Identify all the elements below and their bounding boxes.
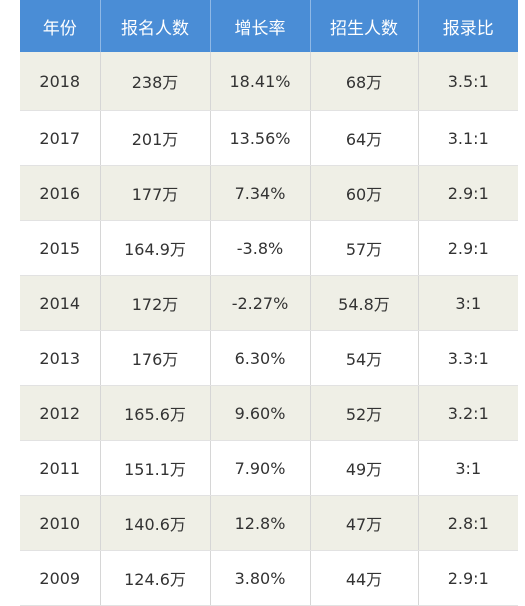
cell-growth-rate: 13.56% (210, 110, 311, 166)
cell-applicants: 176万 (100, 330, 211, 386)
cell-applicants: 201万 (100, 110, 211, 166)
table-row: 2009 124.6万 3.80% 44万 2.9:1 (20, 550, 518, 606)
cell-admission-ratio: 3.1:1 (418, 110, 518, 166)
cell-enrollment: 60万 (310, 165, 419, 221)
header-year: 年份 (20, 0, 101, 52)
table-row: 2015 164.9万 -3.8% 57万 2.9:1 (20, 220, 518, 276)
cell-growth-rate: 18.41% (210, 52, 311, 111)
cell-year: 2012 (20, 385, 101, 441)
cell-enrollment: 49万 (310, 440, 419, 496)
cell-applicants: 124.6万 (100, 550, 211, 606)
table-row: 2011 151.1万 7.90% 49万 3:1 (20, 440, 518, 496)
header-enrollment: 招生人数 (310, 0, 419, 52)
cell-enrollment: 64万 (310, 110, 419, 166)
cell-applicants: 140.6万 (100, 495, 211, 551)
cell-growth-rate: 7.90% (210, 440, 311, 496)
cell-enrollment: 54.8万 (310, 275, 419, 331)
cell-enrollment: 57万 (310, 220, 419, 276)
cell-year: 2014 (20, 275, 101, 331)
table-header-row: 年份 报名人数 增长率 招生人数 报录比 (20, 0, 518, 52)
cell-applicants: 164.9万 (100, 220, 211, 276)
cell-admission-ratio: 3:1 (418, 275, 518, 331)
cell-admission-ratio: 2.8:1 (418, 495, 518, 551)
cell-applicants: 151.1万 (100, 440, 211, 496)
cell-admission-ratio: 3:1 (418, 440, 518, 496)
cell-enrollment: 68万 (310, 52, 419, 111)
cell-enrollment: 47万 (310, 495, 419, 551)
header-applicants: 报名人数 (100, 0, 211, 52)
cell-growth-rate: 12.8% (210, 495, 311, 551)
cell-growth-rate: -2.27% (210, 275, 311, 331)
cell-year: 2009 (20, 550, 101, 606)
exam-stats-table: 年份 报名人数 增长率 招生人数 报录比 2018 238万 18.41% 68万 3.… (20, 0, 518, 606)
cell-admission-ratio: 2.9:1 (418, 165, 518, 221)
table-row: 2017 201万 13.56% 64万 3.1:1 (20, 110, 518, 166)
cell-growth-rate: -3.8% (210, 220, 311, 276)
cell-growth-rate: 3.80% (210, 550, 311, 606)
cell-year: 2013 (20, 330, 101, 386)
table-row: 2016 177万 7.34% 60万 2.9:1 (20, 165, 518, 221)
cell-enrollment: 52万 (310, 385, 419, 441)
table-row: 2018 238万 18.41% 68万 3.5:1 (20, 52, 518, 111)
cell-applicants: 238万 (100, 52, 211, 111)
header-growth-rate: 增长率 (210, 0, 311, 52)
cell-year: 2010 (20, 495, 101, 551)
cell-year: 2011 (20, 440, 101, 496)
cell-year: 2018 (20, 52, 101, 111)
table-body: 2018 238万 18.41% 68万 3.5:1 2017 201万 13.56% 64万 3… (20, 52, 518, 606)
cell-admission-ratio: 2.9:1 (418, 220, 518, 276)
cell-admission-ratio: 3.2:1 (418, 385, 518, 441)
cell-applicants: 165.6万 (100, 385, 211, 441)
cell-applicants: 177万 (100, 165, 211, 221)
header-admission-ratio: 报录比 (418, 0, 518, 52)
exam-stats-table-container: 年份 报名人数 增长率 招生人数 报录比 2018 238万 18.41% 68万 3.… (20, 0, 518, 606)
cell-applicants: 172万 (100, 275, 211, 331)
cell-enrollment: 44万 (310, 550, 419, 606)
cell-admission-ratio: 3.3:1 (418, 330, 518, 386)
cell-year: 2015 (20, 220, 101, 276)
table-row: 2013 176万 6.30% 54万 3.3:1 (20, 330, 518, 386)
cell-growth-rate: 6.30% (210, 330, 311, 386)
cell-admission-ratio: 2.9:1 (418, 550, 518, 606)
table-row: 2012 165.6万 9.60% 52万 3.2:1 (20, 385, 518, 441)
cell-growth-rate: 9.60% (210, 385, 311, 441)
cell-admission-ratio: 3.5:1 (418, 52, 518, 111)
cell-enrollment: 54万 (310, 330, 419, 386)
cell-year: 2017 (20, 110, 101, 166)
cell-growth-rate: 7.34% (210, 165, 311, 221)
cell-year: 2016 (20, 165, 101, 221)
table-row: 2014 172万 -2.27% 54.8万 3:1 (20, 275, 518, 331)
table-row: 2010 140.6万 12.8% 47万 2.8:1 (20, 495, 518, 551)
